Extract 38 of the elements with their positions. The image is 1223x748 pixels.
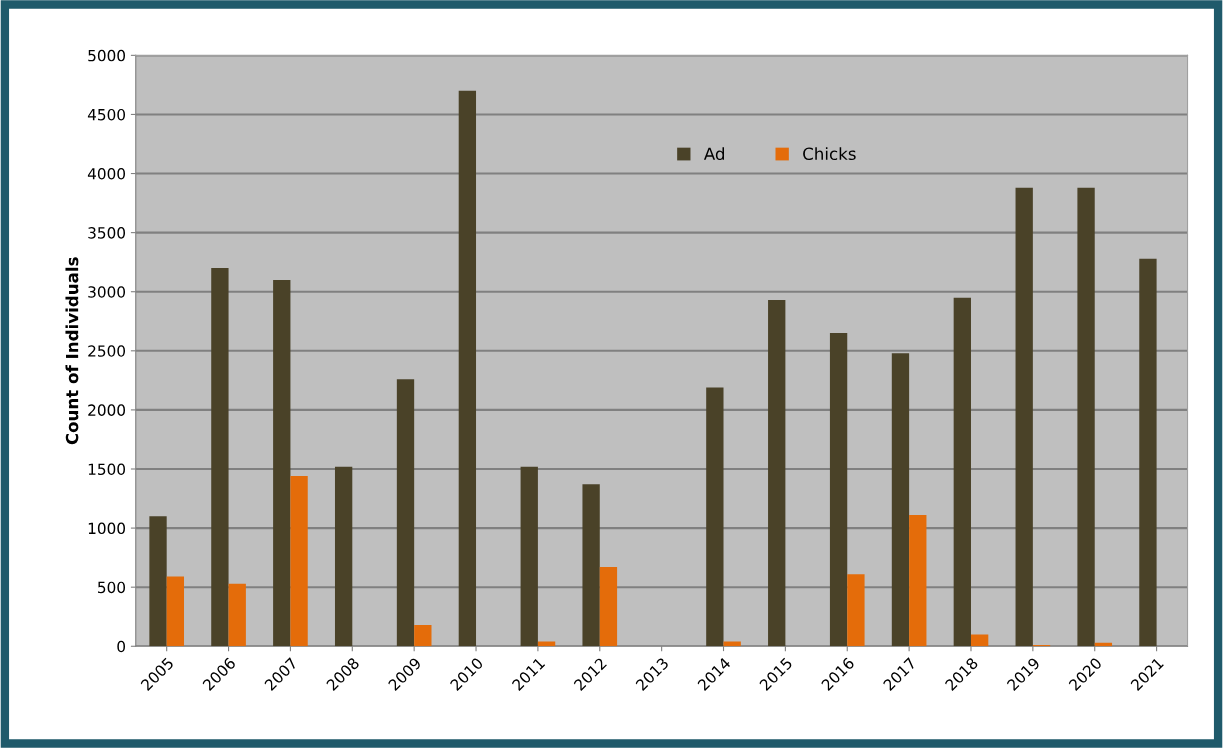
y-tick-label: 3000 bbox=[88, 286, 126, 298]
y-axis-title: Count of Individuals bbox=[65, 257, 79, 445]
bar bbox=[149, 516, 167, 647]
bar bbox=[228, 583, 246, 647]
bar bbox=[909, 515, 927, 647]
bar bbox=[211, 268, 229, 647]
bar bbox=[1139, 258, 1157, 647]
bar bbox=[273, 279, 291, 647]
bar bbox=[166, 576, 185, 647]
bar bbox=[953, 297, 971, 647]
bar bbox=[847, 574, 865, 647]
bar bbox=[599, 567, 618, 647]
bar bbox=[891, 353, 910, 647]
bar bbox=[970, 634, 989, 647]
bar bbox=[458, 90, 477, 647]
bar bbox=[396, 379, 415, 647]
y-tick-label: 5000 bbox=[88, 49, 126, 62]
y-tick-label: 0 bbox=[117, 640, 126, 653]
y-tick-label: 2000 bbox=[88, 404, 126, 416]
bar bbox=[334, 466, 353, 647]
bar bbox=[706, 387, 724, 647]
y-tick-label: 500 bbox=[98, 581, 126, 594]
y-tick-label: 4500 bbox=[87, 108, 126, 121]
y-tick-label: 3500 bbox=[88, 227, 126, 239]
bar bbox=[1015, 187, 1033, 647]
bar bbox=[768, 299, 786, 647]
legend-label: Ad bbox=[703, 147, 724, 161]
y-tick-label: 1500 bbox=[88, 463, 126, 476]
y-tick-label: 1000 bbox=[88, 522, 126, 535]
legend-label: Chicks bbox=[803, 147, 856, 161]
bar bbox=[582, 484, 600, 647]
y-tick-label: 2500 bbox=[88, 345, 126, 357]
bar bbox=[829, 333, 848, 647]
bar bbox=[520, 466, 538, 647]
bar bbox=[414, 625, 432, 647]
y-tick-label: 4000 bbox=[87, 168, 126, 180]
bar bbox=[290, 476, 308, 647]
bar bbox=[1077, 187, 1095, 647]
